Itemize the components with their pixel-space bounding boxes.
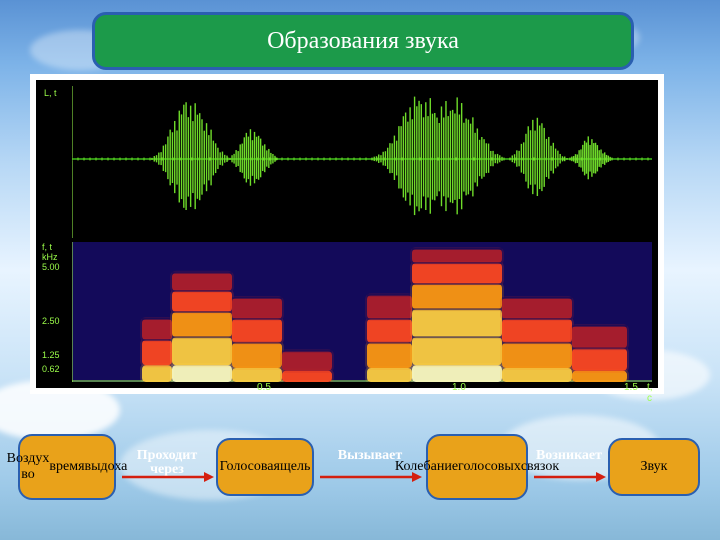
flow-edge-glottis-vibr: Вызывает [318,456,422,486]
flow-edge-vibr-sound: Возникает [532,456,606,486]
flow-edge-air-glottis: Проходитчерез [120,456,214,486]
flow-node-vibr: Колебаниеголосовыхсвязок [426,434,528,500]
audio-panel: L, t f, tkHz5.002.501.250.62 0.51.01.5t,… [30,74,664,394]
process-flow: Воздух вовремявыдоха Голосоваящель Колебан… [0,426,720,526]
spectrogram-chart [72,242,652,382]
flow-edge-label: Вызывает [318,448,422,464]
flow-node-glottis: Голосоваящель [216,438,314,496]
flow-node-air: Воздух вовремявыдоха [18,434,116,500]
slide-title-text: Образования звука [267,28,459,55]
waveform-chart [72,86,652,238]
flow-edge-label: Возникает [532,448,606,464]
slide-title: Образования звука [92,12,634,70]
flow-node-sound: Звук [608,438,700,496]
audio-panel-inner: L, t f, tkHz5.002.501.250.62 0.51.01.5t,… [36,80,658,388]
